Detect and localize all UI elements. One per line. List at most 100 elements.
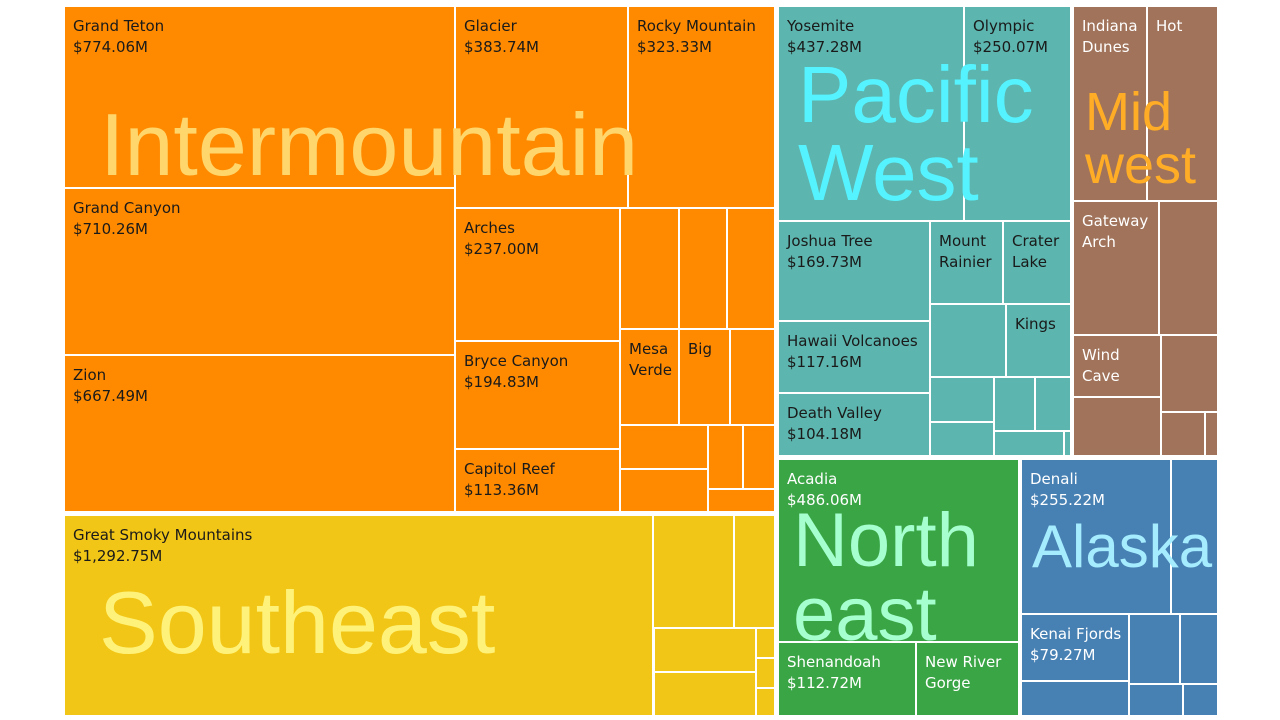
tile-gateway-arch[interactable]: Gateway Arch bbox=[1073, 201, 1159, 335]
tile-unlabeled[interactable] bbox=[1180, 614, 1218, 684]
tile-acadia[interactable]: Acadia $486.06M bbox=[778, 459, 1019, 642]
tile-shenandoah[interactable]: Shenandoah $112.72M bbox=[778, 642, 916, 716]
park-name-line: Zion bbox=[73, 366, 107, 384]
tile-label: Glacier $383.74M bbox=[464, 16, 539, 58]
tile-unlabeled[interactable] bbox=[930, 422, 994, 456]
park-name-line: Denali bbox=[1030, 470, 1078, 488]
tile-unlabeled[interactable] bbox=[734, 515, 775, 628]
tile-wind-cave[interactable]: Wind Cave bbox=[1073, 335, 1161, 397]
park-name-line: Kings bbox=[1015, 315, 1056, 333]
tile-bryce-canyon[interactable]: Bryce Canyon $194.83M bbox=[455, 341, 620, 449]
park-name-line: Big bbox=[688, 340, 712, 358]
tile-label: Capitol Reef $113.36M bbox=[464, 459, 555, 501]
tile-unlabeled[interactable] bbox=[653, 628, 655, 716]
tile-joshua-tree[interactable]: Joshua Tree $169.73M bbox=[778, 221, 930, 321]
tile-denali[interactable]: Denali $255.22M bbox=[1021, 459, 1171, 614]
tile-unlabeled[interactable] bbox=[708, 425, 743, 489]
tile-label: Hot bbox=[1156, 16, 1182, 37]
tile-big[interactable]: Big bbox=[679, 329, 730, 425]
tile-unlabeled[interactable] bbox=[756, 628, 775, 658]
tile-unlabeled[interactable] bbox=[620, 425, 708, 469]
tile-death-valley[interactable]: Death Valley $104.18M bbox=[778, 393, 930, 456]
park-name-line: Cave bbox=[1082, 367, 1120, 385]
tile-great-smoky-mountains[interactable]: Great Smoky Mountains $1,292.75M bbox=[64, 515, 653, 716]
park-value: $437.28M bbox=[787, 38, 862, 56]
park-value: $104.18M bbox=[787, 425, 862, 443]
tile-unlabeled[interactable] bbox=[653, 672, 756, 716]
park-name-line: Kenai Fjords bbox=[1030, 625, 1122, 643]
park-name-line: Arch bbox=[1082, 233, 1116, 251]
tile-unlabeled[interactable] bbox=[756, 688, 775, 716]
tile-olympic[interactable]: Olympic $250.07M bbox=[964, 6, 1071, 221]
tile-label: Kings bbox=[1015, 314, 1056, 335]
park-name-line: Glacier bbox=[464, 17, 517, 35]
tile-rocky-mountain[interactable]: Rocky Mountain $323.33M bbox=[628, 6, 775, 208]
tile-label: Crater Lake bbox=[1012, 231, 1059, 273]
tile-label: Rocky Mountain $323.33M bbox=[637, 16, 756, 58]
tile-unlabeled[interactable] bbox=[1205, 412, 1218, 456]
tile-crater-lake[interactable]: Crater Lake bbox=[1003, 221, 1071, 304]
tile-label: Wind Cave bbox=[1082, 345, 1120, 387]
park-name-line: Olympic bbox=[973, 17, 1035, 35]
tile-unlabeled[interactable] bbox=[994, 431, 1064, 456]
tile-grand-canyon[interactable]: Grand Canyon $710.26M bbox=[64, 188, 455, 355]
tile-unlabeled[interactable] bbox=[930, 377, 994, 422]
tile-kings[interactable]: Kings bbox=[1006, 304, 1071, 377]
tile-mesa-verde[interactable]: Mesa Verde bbox=[620, 329, 679, 425]
park-name-line: Verde bbox=[629, 361, 672, 379]
tile-zion[interactable]: Zion $667.49M bbox=[64, 355, 455, 512]
park-value: $169.73M bbox=[787, 253, 862, 271]
tile-unlabeled[interactable] bbox=[620, 469, 708, 512]
tile-hot[interactable]: Hot bbox=[1147, 6, 1218, 201]
tile-new-river-gorge[interactable]: New River Gorge bbox=[916, 642, 1019, 716]
tile-unlabeled[interactable] bbox=[1129, 614, 1180, 684]
tile-label: Hawaii Volcanoes $117.16M bbox=[787, 331, 918, 373]
park-name-line: Joshua Tree bbox=[787, 232, 873, 250]
tile-kenai-fjords[interactable]: Kenai Fjords $79.27M bbox=[1021, 614, 1129, 681]
tile-unlabeled[interactable] bbox=[1183, 684, 1218, 716]
tile-glacier[interactable]: Glacier $383.74M bbox=[455, 6, 628, 208]
tile-unlabeled[interactable] bbox=[708, 489, 775, 512]
park-value: $1,292.75M bbox=[73, 547, 163, 565]
tile-arches[interactable]: Arches $237.00M bbox=[455, 208, 620, 341]
tile-unlabeled[interactable] bbox=[730, 329, 775, 425]
tile-unlabeled[interactable] bbox=[756, 658, 775, 688]
park-value: $255.22M bbox=[1030, 491, 1105, 509]
tile-label: Grand Teton $774.06M bbox=[73, 16, 164, 58]
tile-capitol-reef[interactable]: Capitol Reef $113.36M bbox=[455, 449, 620, 512]
park-value: $113.36M bbox=[464, 481, 539, 499]
tile-unlabeled[interactable] bbox=[653, 628, 756, 672]
tile-indiana-dunes[interactable]: Indiana Dunes bbox=[1073, 6, 1147, 201]
tile-hawaii-volcanoes[interactable]: Hawaii Volcanoes $117.16M bbox=[778, 321, 930, 393]
tile-unlabeled[interactable] bbox=[1161, 412, 1205, 456]
park-name-line: Mount bbox=[939, 232, 987, 250]
tile-unlabeled[interactable] bbox=[994, 377, 1035, 431]
tile-label: Joshua Tree $169.73M bbox=[787, 231, 873, 273]
tile-label: New River Gorge bbox=[925, 652, 1001, 694]
park-value: $774.06M bbox=[73, 38, 148, 56]
tile-unlabeled[interactable] bbox=[653, 515, 734, 628]
tile-unlabeled[interactable] bbox=[1129, 684, 1183, 716]
tile-unlabeled[interactable] bbox=[1171, 459, 1218, 614]
tile-unlabeled[interactable] bbox=[727, 208, 775, 329]
park-name-line: New River bbox=[925, 653, 1002, 671]
tile-unlabeled[interactable] bbox=[1073, 397, 1161, 456]
park-name-line: Indiana bbox=[1082, 17, 1138, 35]
tile-grand-teton[interactable]: Grand Teton $774.06M bbox=[64, 6, 455, 188]
park-name-line: Arches bbox=[464, 219, 515, 237]
park-value: $250.07M bbox=[973, 38, 1048, 56]
tile-unlabeled[interactable] bbox=[743, 425, 775, 489]
tile-unlabeled[interactable] bbox=[1064, 431, 1071, 456]
tile-unlabeled[interactable] bbox=[620, 208, 679, 329]
tile-yosemite[interactable]: Yosemite $437.28M bbox=[778, 6, 964, 221]
tile-unlabeled[interactable] bbox=[1035, 377, 1071, 431]
tile-unlabeled[interactable] bbox=[679, 208, 727, 329]
tile-label: Shenandoah $112.72M bbox=[787, 652, 881, 694]
tile-unlabeled[interactable] bbox=[1161, 335, 1218, 412]
tile-unlabeled[interactable] bbox=[930, 304, 1006, 377]
tile-unlabeled[interactable] bbox=[1159, 201, 1218, 335]
park-name-line: Great Smoky Mountains bbox=[73, 526, 253, 544]
tile-unlabeled[interactable] bbox=[1021, 681, 1129, 716]
tile-mount-rainier[interactable]: Mount Rainier bbox=[930, 221, 1003, 304]
park-name-line: Crater bbox=[1012, 232, 1060, 250]
